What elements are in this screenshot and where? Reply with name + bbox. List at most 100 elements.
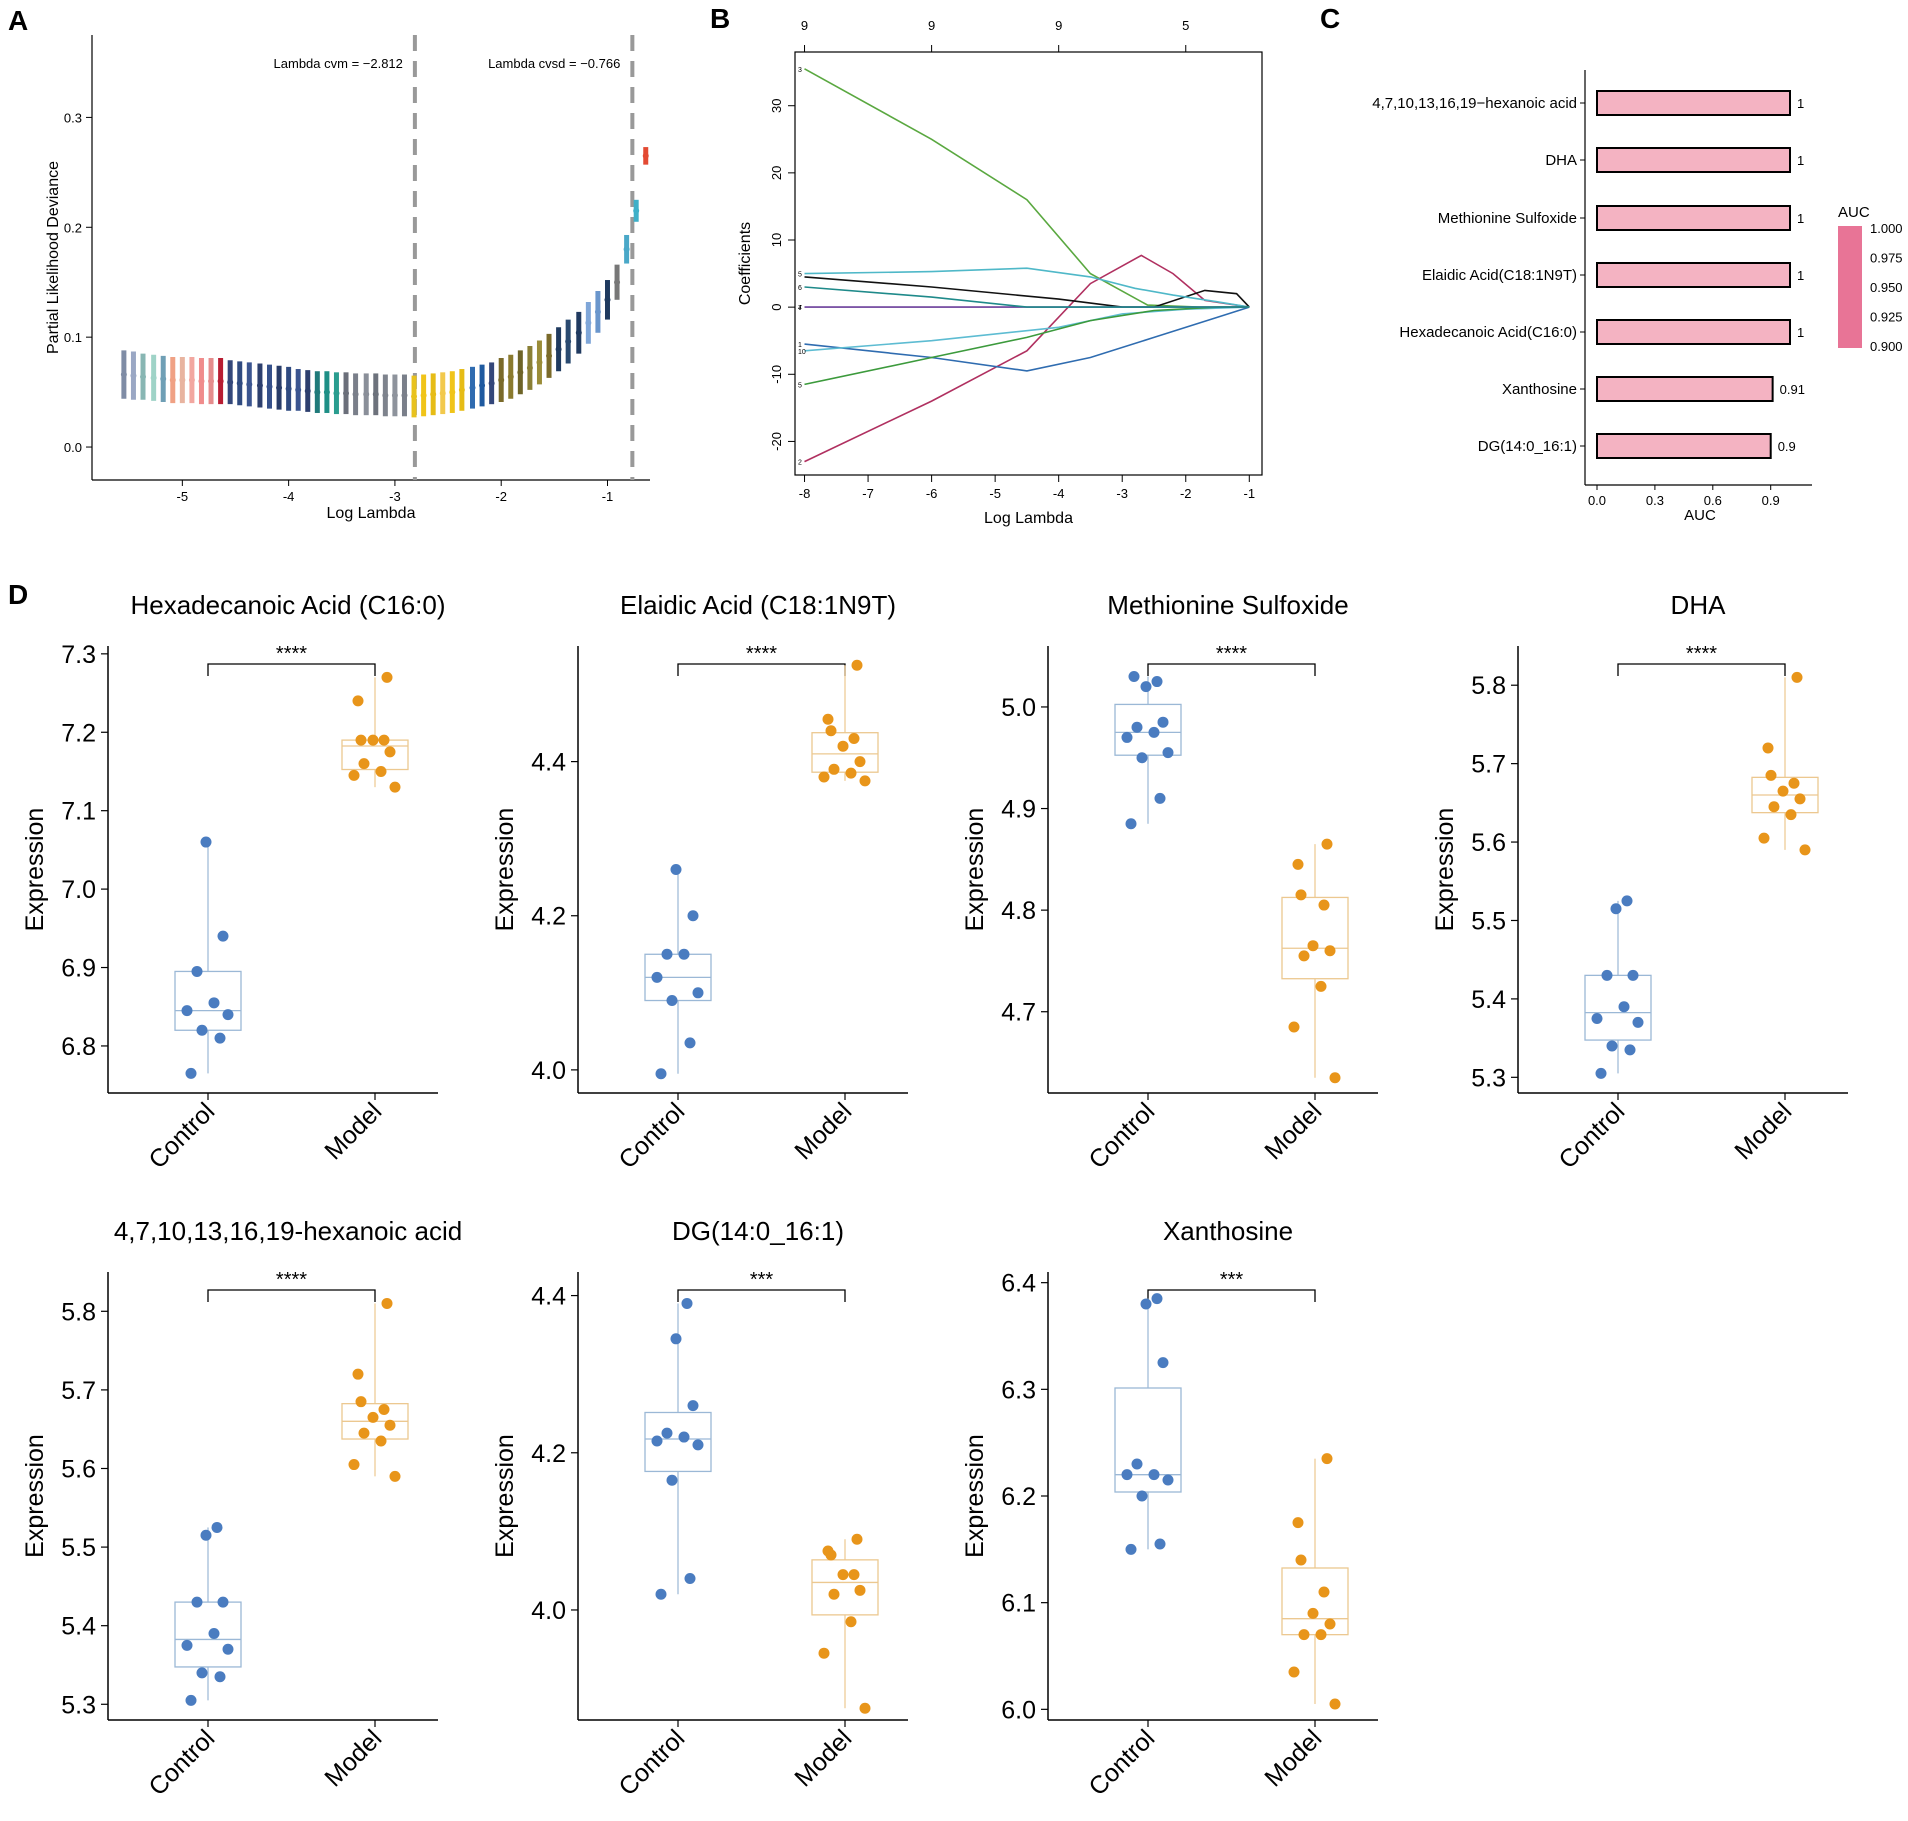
d-data-point — [1295, 889, 1307, 901]
d-x-tick-label: Control — [1553, 1097, 1630, 1174]
a-point — [372, 391, 379, 398]
a-point — [565, 338, 572, 345]
a-point — [411, 393, 418, 400]
a-point — [236, 380, 243, 387]
d-data-point — [200, 836, 212, 848]
d-y-tick-label: 5.5 — [61, 1534, 96, 1562]
a-point — [439, 390, 446, 397]
d-data-point — [381, 1297, 393, 1309]
a-point — [623, 246, 630, 253]
a-point — [555, 346, 562, 353]
panel-label-d: D — [8, 579, 28, 610]
d-y-tick-label: 6.8 — [61, 1033, 96, 1061]
d-data-point — [818, 1647, 830, 1659]
b-line-label: 4 — [798, 305, 802, 312]
d-data-point — [367, 1411, 379, 1423]
d-x-tick-label: Control — [1083, 1724, 1160, 1801]
d-data-point — [185, 1067, 197, 1079]
d-y-tick-label: 5.7 — [1471, 751, 1506, 779]
d-data-point — [854, 1584, 866, 1596]
d-data-point — [384, 1419, 396, 1431]
d-y-tick-label: 5.3 — [1471, 1064, 1506, 1092]
d-box — [1114, 1387, 1182, 1493]
panel-label-b: B — [710, 3, 730, 34]
d-x-tick-label: Control — [143, 1097, 220, 1174]
c-auc-bar — [1596, 147, 1791, 173]
d-data-point — [1315, 1629, 1327, 1641]
b-y-axis-title: Coefficients — [737, 222, 754, 305]
panel-a-cv-deviance: -5 -4 -3 -2 -1 0.0 0.1 0.2 0.3 Log Lambda Partial … — [45, 35, 650, 522]
a-point — [363, 391, 370, 398]
d-data-point — [651, 971, 663, 983]
d-data-point — [1315, 980, 1327, 992]
b-coef-line — [804, 306, 1250, 372]
d-data-point — [670, 864, 682, 875]
d-y-tick-label: 6.0 — [1001, 1696, 1036, 1724]
d-box — [811, 732, 879, 773]
d-data-point — [848, 732, 860, 744]
d-data-point — [214, 1032, 226, 1044]
b-x-tick-label: -5 — [989, 486, 1001, 501]
d-data-point — [1162, 747, 1174, 759]
b-line-label: 7 — [798, 305, 802, 312]
d-data-point — [1788, 777, 1800, 789]
b-coef-line — [804, 254, 1250, 463]
panel-label-c: C — [1320, 3, 1340, 34]
b-x-tick-label: -7 — [862, 486, 874, 501]
b-line-label: 10 — [798, 349, 806, 356]
b-y-tick-label: 10 — [769, 233, 784, 247]
d-data-point — [1148, 726, 1160, 738]
d-box — [1584, 974, 1652, 1041]
d-data-point — [348, 1459, 360, 1471]
d-data-point — [1125, 1543, 1137, 1555]
d-y-tick-label: 4.4 — [531, 749, 566, 777]
d-data-point — [1157, 716, 1169, 728]
a-x-tick-label: -5 — [177, 489, 189, 504]
d-data-point — [1151, 1293, 1163, 1305]
d-box — [1281, 1567, 1349, 1636]
c-value-label: 1 — [1797, 153, 1804, 168]
d-data-point — [352, 695, 364, 707]
d-data-point — [1136, 1490, 1148, 1502]
a-point — [285, 385, 292, 392]
d-data-point — [818, 771, 830, 783]
c-auc-bar — [1596, 262, 1791, 288]
d-data-point — [1131, 1458, 1143, 1470]
a-point — [256, 382, 263, 389]
a-point — [150, 374, 157, 381]
d-data-point — [1318, 899, 1330, 911]
d-data-point — [191, 1596, 203, 1608]
c-auc-bar — [1596, 433, 1772, 459]
a-y-tick-label: 0.2 — [64, 220, 82, 235]
d-data-point — [352, 1368, 364, 1380]
d-data-point — [191, 965, 203, 977]
a-point — [130, 372, 137, 379]
d-data-point — [384, 746, 396, 758]
d-data-point — [661, 1427, 673, 1439]
d-data-point — [1595, 1067, 1607, 1079]
d-significance-label: *** — [750, 1269, 774, 1291]
a-point — [488, 380, 495, 387]
d-boxplot-5: 4,7,10,13,16,19-hexanoic acid 5.3 5.4 5.5 5.… — [21, 1216, 462, 1801]
d-x-tick-label: Control — [143, 1724, 220, 1801]
a-point — [546, 352, 553, 359]
c-legend-colorbar — [1838, 226, 1862, 348]
d-y-axis-title: Expression — [491, 1434, 519, 1558]
d-y-tick-label: 5.0 — [1001, 694, 1036, 722]
d-data-point — [1624, 1044, 1636, 1056]
d-data-point — [1162, 1474, 1174, 1486]
a-lambda-label: Lambda cvm = −2.812 — [274, 56, 403, 71]
d-boxplot-1: Hexadecanoic Acid (C16:0) 6.8 6.9 7.0 7.1 7.2… — [21, 590, 446, 1174]
d-data-point — [358, 758, 370, 770]
panel-c-auc-bars: 4,7,10,13,16,19−hexanoic acid 1 DHA 1 Methio… — [1372, 70, 1903, 524]
d-significance-bracket — [207, 1289, 376, 1302]
d-y-tick-label: 7.2 — [61, 719, 96, 747]
d-y-tick-label: 4.8 — [1001, 897, 1036, 925]
d-y-tick-label: 4.9 — [1001, 796, 1036, 824]
d-data-point — [1601, 969, 1613, 981]
d-data-point — [678, 948, 690, 960]
d-y-tick-label: 5.4 — [1471, 986, 1506, 1014]
a-point — [179, 377, 186, 384]
d-y-tick-label: 6.1 — [1001, 1590, 1036, 1618]
a-point — [594, 308, 601, 315]
